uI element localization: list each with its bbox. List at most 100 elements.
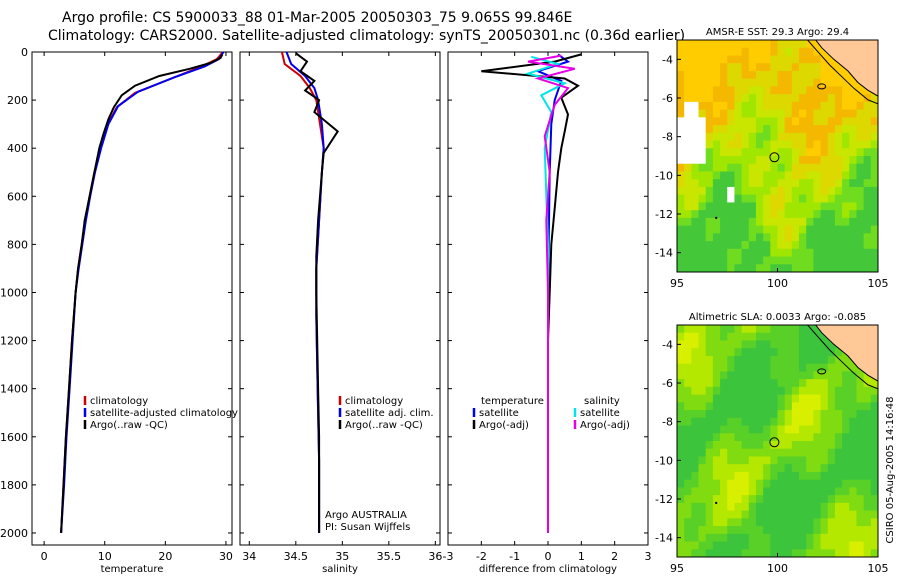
sla-field-cell (755, 417, 764, 426)
sla-field-cell (720, 441, 728, 450)
sst-field-cell (698, 241, 707, 250)
sst-field-cell (856, 210, 865, 219)
sla-field-cell (806, 526, 814, 535)
sst-field-cell (842, 86, 850, 95)
sla-field-cell (748, 325, 757, 334)
sla-field-cell (727, 348, 735, 357)
sst-field-cell (784, 109, 793, 118)
sst-field-cell (712, 55, 721, 64)
sst-field-cell (734, 40, 743, 49)
sst-field-cell (712, 179, 721, 188)
sla-ytick-label: -8 (662, 416, 673, 429)
sla-field-cell (698, 495, 707, 504)
sla-field-cell (791, 456, 800, 465)
sst-field-cell (755, 117, 764, 126)
sla-field-cell (705, 479, 714, 488)
sla-field-cell (748, 502, 757, 511)
sla-field-cell (720, 363, 728, 372)
sla-field-cell (806, 541, 814, 550)
sla-field-cell (677, 471, 685, 481)
sst-field-cell (834, 70, 843, 80)
sla-field-cell (698, 441, 707, 450)
sst-field-cell (870, 241, 879, 250)
salinity-xtick-label: 35 (335, 550, 349, 563)
sst-field-cell (791, 101, 800, 110)
sla-field-cell (698, 518, 707, 527)
sst-field-cell (842, 109, 850, 118)
sla-field-cell (813, 394, 821, 403)
sla-field-cell (863, 441, 872, 450)
sla-field-cell (856, 464, 865, 473)
sst-field-cell (834, 186, 843, 196)
sst-field-cell (727, 117, 735, 126)
sst-field-cell (799, 248, 807, 257)
sla-field-cell (677, 479, 685, 488)
sla-field-cell (705, 433, 714, 442)
sst-field-cell (777, 40, 786, 49)
sla-field-cell (791, 533, 800, 542)
sst-field-cell (863, 194, 872, 203)
sst-field-cell (856, 148, 865, 157)
sst-field-cell (770, 171, 778, 180)
sla-field-cell (777, 340, 786, 349)
sla-field-cell (755, 479, 764, 488)
sla-field-cell (691, 502, 699, 511)
sla-field-cell (698, 363, 707, 372)
sla-field-cell (799, 441, 807, 450)
sst-field-cell (827, 163, 836, 172)
sst-field-cell (813, 78, 821, 87)
sla-field-cell (734, 549, 743, 558)
sst-field-cell (705, 248, 714, 257)
sla-field-cell (698, 448, 707, 457)
sst-field-cell (712, 210, 721, 219)
sla-field-cell (684, 355, 692, 365)
sst-field-cell (842, 148, 850, 157)
sst-field-cell (806, 179, 814, 188)
sla-field-cell (763, 510, 771, 519)
sla-field-cell (755, 495, 764, 504)
sla-field-cell (741, 394, 750, 403)
sst-field-cell (727, 148, 735, 157)
sla-field-cell (870, 448, 879, 457)
sla-field-cell (720, 495, 728, 504)
sst-field-cell (834, 109, 843, 118)
sst-field-cell (763, 70, 771, 80)
sla-field-cell (842, 371, 850, 380)
sst-field-cell (784, 233, 793, 242)
sst-field-cell (712, 47, 721, 56)
sla-field-cell (799, 340, 807, 349)
sla-field-cell (827, 410, 836, 419)
sla-field-cell (856, 456, 865, 465)
sla-field-cell (741, 518, 750, 527)
sst-field-cell (863, 202, 872, 211)
sla-field-cell (763, 363, 771, 372)
sla-field-cell (712, 371, 721, 380)
sla-field-cell (777, 425, 786, 434)
sla-field-cell (834, 402, 843, 411)
sst-field-cell (741, 202, 750, 211)
sst-field-cell (784, 217, 793, 226)
sst-field-cell (813, 70, 821, 80)
sst-ytick-label: -4 (662, 53, 673, 66)
sst-field-cell (799, 125, 807, 134)
sla-field-cell (734, 386, 743, 395)
sst-field-cell (712, 171, 721, 180)
sst-field-cell (720, 194, 728, 203)
sst-field-cell (791, 86, 800, 95)
sla-field-cell (813, 456, 821, 465)
sla-field-cell (712, 495, 721, 504)
sst-field-cell (806, 47, 814, 56)
sst-field-cell (842, 132, 850, 141)
sla-field-cell (842, 487, 850, 496)
sla-field-cell (813, 332, 821, 341)
sst-field-cell (777, 171, 786, 180)
sla-field-cell (770, 394, 778, 403)
sst-field-cell (712, 101, 721, 110)
sst-field-cell (777, 86, 786, 95)
sst-field-cell (720, 264, 728, 273)
sla-field-cell (763, 340, 771, 349)
sst-field-cell (791, 171, 800, 180)
sst-field-cell (842, 70, 850, 80)
sst-field-cell (820, 125, 829, 134)
